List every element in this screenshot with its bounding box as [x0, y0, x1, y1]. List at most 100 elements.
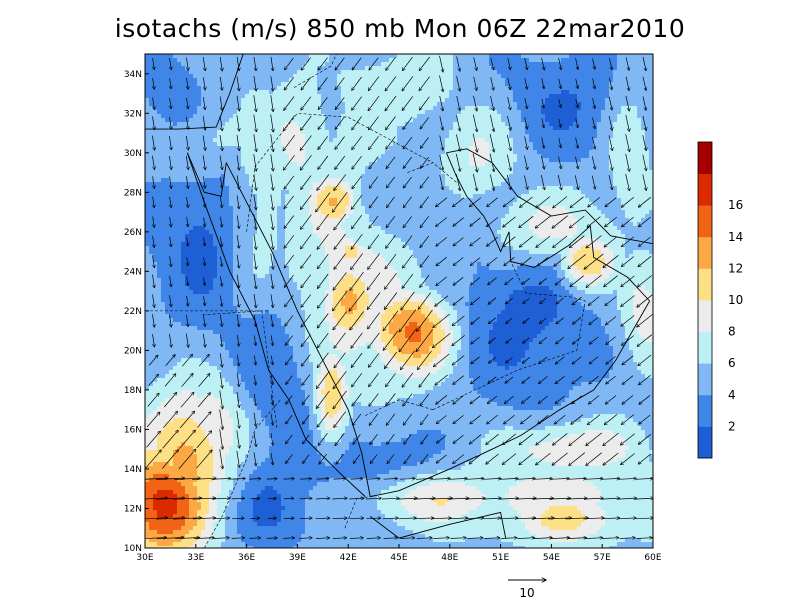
x-tick-label: 42E	[340, 553, 357, 563]
wind-vector	[253, 431, 256, 447]
wind-vector	[315, 498, 330, 499]
wind-vector	[369, 393, 379, 406]
wind-vector	[592, 78, 595, 89]
wind-vector	[470, 277, 481, 285]
wind-vector	[335, 155, 346, 169]
wind-vector	[519, 433, 534, 445]
wind-vector	[433, 313, 450, 328]
wind-vector	[625, 134, 630, 151]
wind-vector	[352, 372, 363, 387]
wind-vector	[334, 174, 347, 190]
wind-vector	[403, 156, 412, 168]
wind-vector	[550, 478, 569, 479]
wind-vector	[592, 117, 596, 129]
wind-vector	[558, 156, 562, 169]
wind-vector	[576, 118, 578, 128]
wind-vector	[402, 76, 414, 91]
wind-vector	[609, 58, 612, 70]
wind-vector	[203, 176, 205, 188]
wind-vector	[420, 196, 429, 208]
wind-vector	[369, 176, 379, 189]
wind-vector	[212, 518, 230, 519]
wind-vector	[569, 452, 586, 466]
wind-vector	[639, 216, 651, 227]
wind-vector	[453, 395, 464, 405]
wind-vector	[402, 273, 414, 288]
chart-title: isotachs (m/s) 850 mb Mon 06Z 22mar2010	[114, 14, 686, 43]
wind-vector	[399, 479, 415, 480]
wind-vector	[603, 452, 619, 465]
wind-vector	[317, 352, 329, 368]
wind-vector	[253, 95, 256, 111]
wind-vector	[219, 429, 223, 449]
wind-vector	[469, 453, 482, 464]
wind-vector	[153, 235, 155, 248]
wind-vector	[522, 277, 531, 284]
wind-vector	[152, 334, 155, 347]
wind-vector	[504, 257, 515, 265]
wind-vector	[420, 274, 430, 287]
wind-vector	[637, 294, 653, 307]
wind-vector	[503, 197, 516, 207]
wind-vector	[540, 317, 547, 324]
wind-vector	[286, 395, 293, 405]
wind-vector	[506, 357, 513, 364]
wind-vector	[453, 375, 464, 385]
wind-vector	[385, 253, 397, 269]
wind-vector	[399, 328, 417, 352]
wind-vector	[489, 174, 494, 190]
wind-vector	[283, 538, 294, 539]
wind-vector	[145, 450, 162, 469]
wind-vector	[452, 355, 465, 366]
wind-vector	[249, 479, 260, 480]
wind-vector	[156, 537, 184, 538]
wind-vector	[519, 215, 534, 228]
wind-vector	[420, 117, 429, 128]
wind-vector	[236, 155, 239, 170]
wind-vector	[622, 355, 634, 365]
wind-vector	[316, 390, 330, 408]
colorbar-segment	[698, 363, 712, 396]
wind-vector	[472, 114, 477, 132]
wind-vector	[178, 449, 196, 470]
wind-vector	[584, 253, 604, 269]
wind-vector	[237, 334, 239, 346]
wind-vector	[369, 156, 379, 169]
wind-vector	[506, 337, 513, 343]
colorbar-label: 12	[728, 261, 743, 275]
wind-vector	[552, 452, 568, 465]
x-tick-label: 60E	[644, 553, 661, 563]
wind-vector	[503, 216, 516, 227]
wind-vector	[156, 498, 184, 499]
wind-vector	[570, 275, 584, 287]
wind-vector	[368, 95, 380, 111]
wind-vector	[569, 215, 585, 228]
wind-vector	[335, 97, 345, 109]
wind-vector	[236, 450, 240, 467]
wind-vector	[254, 335, 256, 346]
wind-vector	[186, 116, 188, 129]
wind-vector	[592, 98, 595, 108]
wind-vector	[403, 413, 412, 425]
wind-vector	[621, 315, 635, 326]
wind-vector	[253, 273, 256, 289]
wind-vector	[254, 355, 255, 365]
wind-vector	[639, 375, 651, 385]
wind-vector	[505, 277, 514, 285]
wind-vector	[453, 415, 464, 423]
wind-vector	[435, 295, 449, 307]
wind-vector	[253, 294, 256, 308]
wind-vector	[535, 215, 551, 228]
wind-vector	[586, 452, 602, 466]
wind-vector	[574, 175, 578, 189]
wind-vector	[515, 498, 536, 499]
wind-vector	[332, 498, 347, 499]
wind-vector	[588, 296, 600, 306]
wind-vector	[555, 356, 565, 364]
wind-vector	[592, 58, 595, 70]
wind-vector	[284, 175, 295, 189]
wind-vector	[489, 153, 494, 172]
wind-vector	[186, 57, 188, 71]
wind-vector	[572, 356, 582, 364]
wind-vector	[572, 375, 582, 384]
